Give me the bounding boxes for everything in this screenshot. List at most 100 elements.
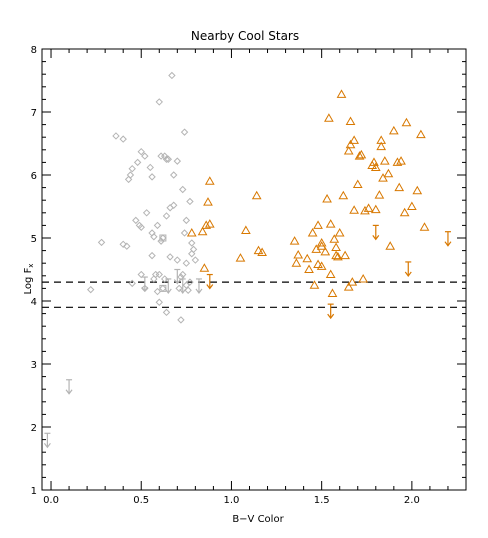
triangle-point xyxy=(331,250,341,260)
triangle-point xyxy=(343,146,354,155)
y-tick-label: 6 xyxy=(31,171,37,182)
triangle-point xyxy=(316,261,327,270)
square-point xyxy=(159,284,167,292)
triangle-point xyxy=(257,247,267,256)
y-tick-label: 1 xyxy=(31,486,37,497)
upper-limit-point xyxy=(444,231,452,247)
triangle-point xyxy=(241,225,251,234)
diamond-point xyxy=(182,281,191,289)
y-tick-label: 4 xyxy=(31,297,37,308)
diamond-point xyxy=(141,152,149,160)
triangle-point xyxy=(396,156,406,165)
triangle-point xyxy=(333,251,343,261)
upper-limit-point xyxy=(195,278,203,294)
plot-frame xyxy=(41,48,467,491)
diamond-point xyxy=(162,155,171,163)
upper-limit-point xyxy=(43,432,51,449)
x-tick-label: 0.0 xyxy=(43,495,59,506)
upper-limit-arrowhead xyxy=(65,389,73,395)
diamond-point xyxy=(132,216,140,225)
triangle-point xyxy=(316,241,327,250)
triangle-point xyxy=(363,203,374,212)
x-tick-label: 0.5 xyxy=(133,495,149,506)
diamond-point xyxy=(142,209,151,217)
diamond-point xyxy=(87,285,95,294)
triangle-point xyxy=(313,220,323,229)
diamond-point xyxy=(186,278,194,286)
chart-title: Nearby Cool Stars xyxy=(191,29,299,43)
diamond-point xyxy=(179,270,187,279)
diamond-point xyxy=(128,164,136,173)
triangle-point xyxy=(383,168,394,178)
triangle-point xyxy=(340,250,350,260)
triangle-point xyxy=(399,207,410,217)
upper-limit-arrowhead xyxy=(179,288,187,294)
triangle-point xyxy=(388,125,399,135)
triangle-point xyxy=(412,185,423,195)
diamond-point xyxy=(188,239,196,247)
diamond-point xyxy=(126,171,135,179)
triangle-point xyxy=(401,117,412,127)
diamond-point xyxy=(162,212,171,220)
triangle-point xyxy=(358,273,369,283)
diamond-point xyxy=(173,256,182,264)
y-axis-label: Log Fx xyxy=(23,264,35,295)
diamond-point xyxy=(155,98,163,106)
diamond-point xyxy=(146,163,154,172)
triangle-point xyxy=(325,219,336,228)
triangle-point xyxy=(325,269,336,279)
diamond-point xyxy=(128,279,136,288)
triangle-point xyxy=(416,129,426,139)
diamond-point xyxy=(173,157,182,165)
diamond-point xyxy=(182,259,191,267)
diamond-point xyxy=(148,251,156,260)
triangle-point xyxy=(407,201,417,210)
triangle-point xyxy=(313,259,323,268)
triangle-point xyxy=(329,234,340,243)
y-tick-label: 2 xyxy=(31,423,37,434)
triangle-point xyxy=(331,242,341,251)
diamond-point xyxy=(170,201,178,209)
triangle-point xyxy=(322,193,332,203)
triangle-point xyxy=(304,264,314,273)
diamond-point xyxy=(137,223,145,231)
triangle-point xyxy=(324,113,334,122)
diamond-point xyxy=(148,173,156,181)
triangle-point xyxy=(374,190,385,199)
diamond-point xyxy=(155,270,163,279)
upper-limit-point xyxy=(65,379,73,395)
y-tick-label: 3 xyxy=(31,360,37,371)
triangle-point xyxy=(370,162,381,171)
upper-limit-arrowhead xyxy=(206,284,214,290)
upper-limit-point xyxy=(404,261,412,277)
upper-limit-arrowhead xyxy=(141,286,149,293)
triangle-point xyxy=(302,253,313,263)
x-axis-label: B−V Color xyxy=(232,514,284,525)
triangle-point xyxy=(343,282,354,291)
triangle-point xyxy=(336,89,347,98)
diamond-point xyxy=(160,275,169,283)
diamond-point xyxy=(182,216,191,225)
upper-limit-point xyxy=(164,278,172,294)
triangle-point xyxy=(394,182,405,192)
triangle-point xyxy=(378,173,388,182)
diamond-point xyxy=(153,221,162,230)
diamond-point xyxy=(137,270,145,279)
upper-limit-arrowhead xyxy=(173,279,181,285)
triangle-point xyxy=(354,151,365,160)
upper-limit-arrowhead xyxy=(195,288,203,294)
triangle-point xyxy=(289,236,300,245)
triangle-point xyxy=(201,220,212,229)
diamond-point xyxy=(164,155,173,163)
diamond-point xyxy=(119,240,127,249)
y-tick-label: 5 xyxy=(31,234,37,245)
x-tick-label: 2.0 xyxy=(404,495,420,506)
diamond-point xyxy=(180,229,189,237)
triangle-point xyxy=(379,156,390,165)
diamond-point xyxy=(170,171,178,179)
triangle-point xyxy=(203,197,213,206)
triangle-point xyxy=(345,139,356,149)
y-tick-label: 7 xyxy=(31,108,37,119)
diamond-point xyxy=(162,308,171,317)
